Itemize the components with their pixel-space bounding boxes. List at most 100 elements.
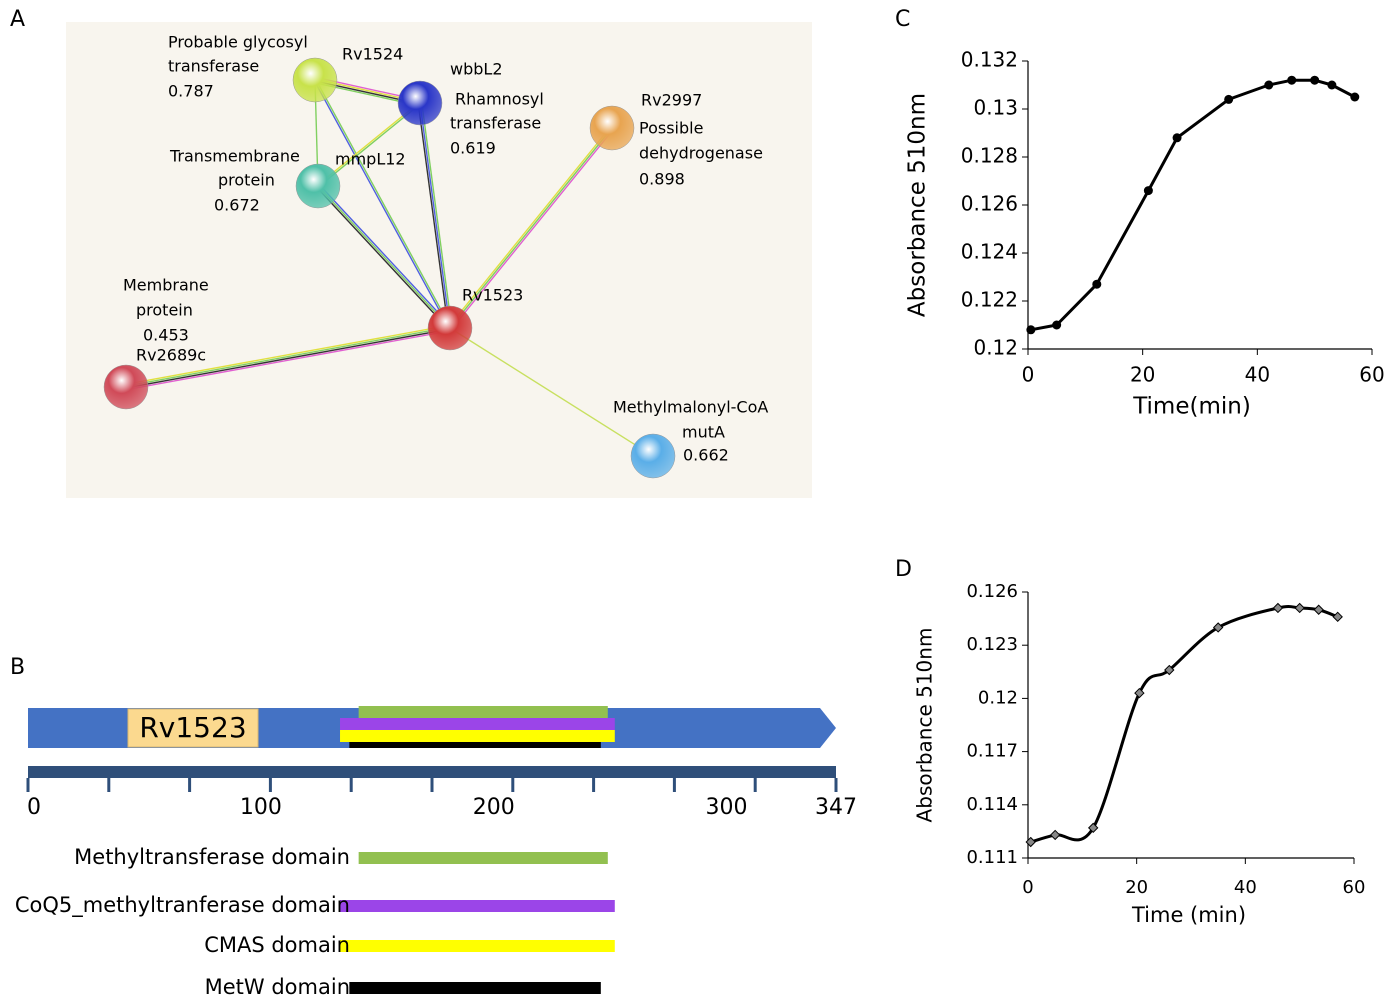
- marker: [1350, 92, 1360, 102]
- y-tick-label: 0.132: [961, 48, 1018, 72]
- y-tick-label: 0.114: [966, 794, 1018, 815]
- x-axis-label: Time(min): [1132, 394, 1251, 420]
- node-score: 0.453: [143, 326, 189, 345]
- node-description: Possible: [639, 119, 703, 138]
- y-tick-label: 0.12: [978, 687, 1018, 708]
- edge: [313, 80, 450, 329]
- legend-label: CMAS domain: [204, 933, 350, 957]
- legend-bar: [358, 852, 608, 864]
- node-description: protein: [136, 301, 193, 320]
- edge: [419, 102, 451, 329]
- protein-label-box: [127, 708, 259, 748]
- node-name: mutA: [682, 423, 725, 442]
- x-tick-label: 60: [1359, 363, 1384, 387]
- node-score: 0.619: [450, 139, 496, 158]
- legend-label: CoQ5_methyltranferase domain: [15, 893, 350, 918]
- edge: [126, 329, 451, 391]
- node-description: transferase: [450, 114, 541, 133]
- marker: [1332, 611, 1343, 623]
- panel-label: A: [10, 7, 25, 32]
- node-description: Transmembrane: [169, 147, 300, 166]
- x-tick-label: 0: [1022, 877, 1033, 898]
- node-name: wbbL2: [450, 60, 503, 79]
- marker: [1294, 602, 1305, 614]
- node-description: dehydrogenase: [639, 144, 763, 163]
- marker: [1310, 75, 1320, 85]
- x-tick-label: 20: [1130, 363, 1155, 387]
- edge: [317, 185, 451, 329]
- domain-segment: [358, 706, 608, 718]
- node-description: transferase: [168, 57, 259, 76]
- marker: [1134, 687, 1145, 699]
- protein-label: Rv1523: [139, 711, 246, 744]
- edge: [449, 127, 613, 329]
- y-tick-label: 0.126: [961, 192, 1018, 216]
- charts: 0.12 0.122 0.124 0.126 0.128 0.13 0.132 0 20 40 60…: [905, 48, 1385, 928]
- panel-label: B: [10, 655, 25, 680]
- node-score: 0.672: [214, 196, 260, 215]
- marker: [1264, 80, 1274, 90]
- node: [630, 433, 676, 479]
- edge: [315, 79, 452, 328]
- node-name: Rv2689c: [136, 346, 206, 365]
- node-description: Membrane: [123, 276, 209, 295]
- node-description: Rhamnosyl: [455, 90, 544, 109]
- node-score: 0.662: [683, 446, 729, 465]
- legend-label: Methyltransferase domain: [74, 845, 350, 869]
- marker: [1052, 320, 1062, 330]
- node-description: protein: [218, 171, 275, 190]
- marker: [1049, 829, 1061, 841]
- line-chart: 0.111 0.114 0.117 0.12 0.123 0.126 0 20 40 60 Time…: [913, 581, 1366, 927]
- node-description: Methylmalonyl-CoA: [613, 398, 768, 417]
- node-score: 0.787: [168, 82, 214, 101]
- edge: [316, 186, 450, 330]
- tick-label: 347: [815, 795, 857, 820]
- marker: [1143, 186, 1153, 196]
- edge: [448, 126, 612, 328]
- edge: [421, 102, 453, 328]
- marker: [1172, 133, 1182, 143]
- node: [292, 57, 338, 103]
- domain-segment: [349, 742, 601, 748]
- marker: [1092, 279, 1102, 289]
- node-name: Rv1523: [462, 286, 523, 305]
- line-chart: 0.12 0.122 0.124 0.126 0.128 0.13 0.132 0 20 40 60…: [905, 48, 1385, 420]
- marker: [1313, 604, 1324, 615]
- y-axis-label: Absorbance 510nm: [905, 93, 931, 317]
- legend-bar: [349, 982, 601, 994]
- tick-label: 100: [240, 795, 282, 820]
- legend-bar: [340, 940, 615, 952]
- legend-label: MetW domain: [205, 975, 350, 999]
- node: [295, 163, 341, 209]
- y-tick-label: 0.126: [966, 581, 1018, 602]
- edge: [126, 328, 451, 389]
- marker: [1272, 602, 1284, 614]
- edge: [318, 184, 452, 328]
- legend-bar: [340, 900, 615, 912]
- marker: [1212, 622, 1224, 633]
- tick-label: 0: [27, 795, 41, 820]
- x-tick-label: 20: [1125, 877, 1148, 898]
- y-tick-label: 0.122: [961, 288, 1018, 312]
- node: [427, 305, 473, 351]
- x-tick-label: 60: [1343, 877, 1366, 898]
- y-tick-label: 0.128: [961, 144, 1018, 168]
- ruler: [28, 766, 836, 778]
- node-name: Rv2997: [641, 91, 702, 110]
- x-tick-label: 40: [1245, 363, 1270, 387]
- node-description: Probable glycosyl: [168, 33, 308, 52]
- y-axis-label: Absorbance 510nm: [913, 628, 937, 823]
- y-tick-label: 0.123: [966, 634, 1018, 655]
- x-tick-label: 0: [1022, 363, 1035, 387]
- y-tick-label: 0.124: [961, 240, 1018, 264]
- node-name: Rv1524: [342, 45, 403, 64]
- marker: [1087, 822, 1099, 834]
- marker: [1224, 94, 1234, 104]
- marker: [1026, 325, 1036, 335]
- edge: [125, 326, 450, 387]
- marker: [1164, 664, 1175, 676]
- marker: [1327, 80, 1337, 90]
- tick-label: 200: [473, 795, 515, 820]
